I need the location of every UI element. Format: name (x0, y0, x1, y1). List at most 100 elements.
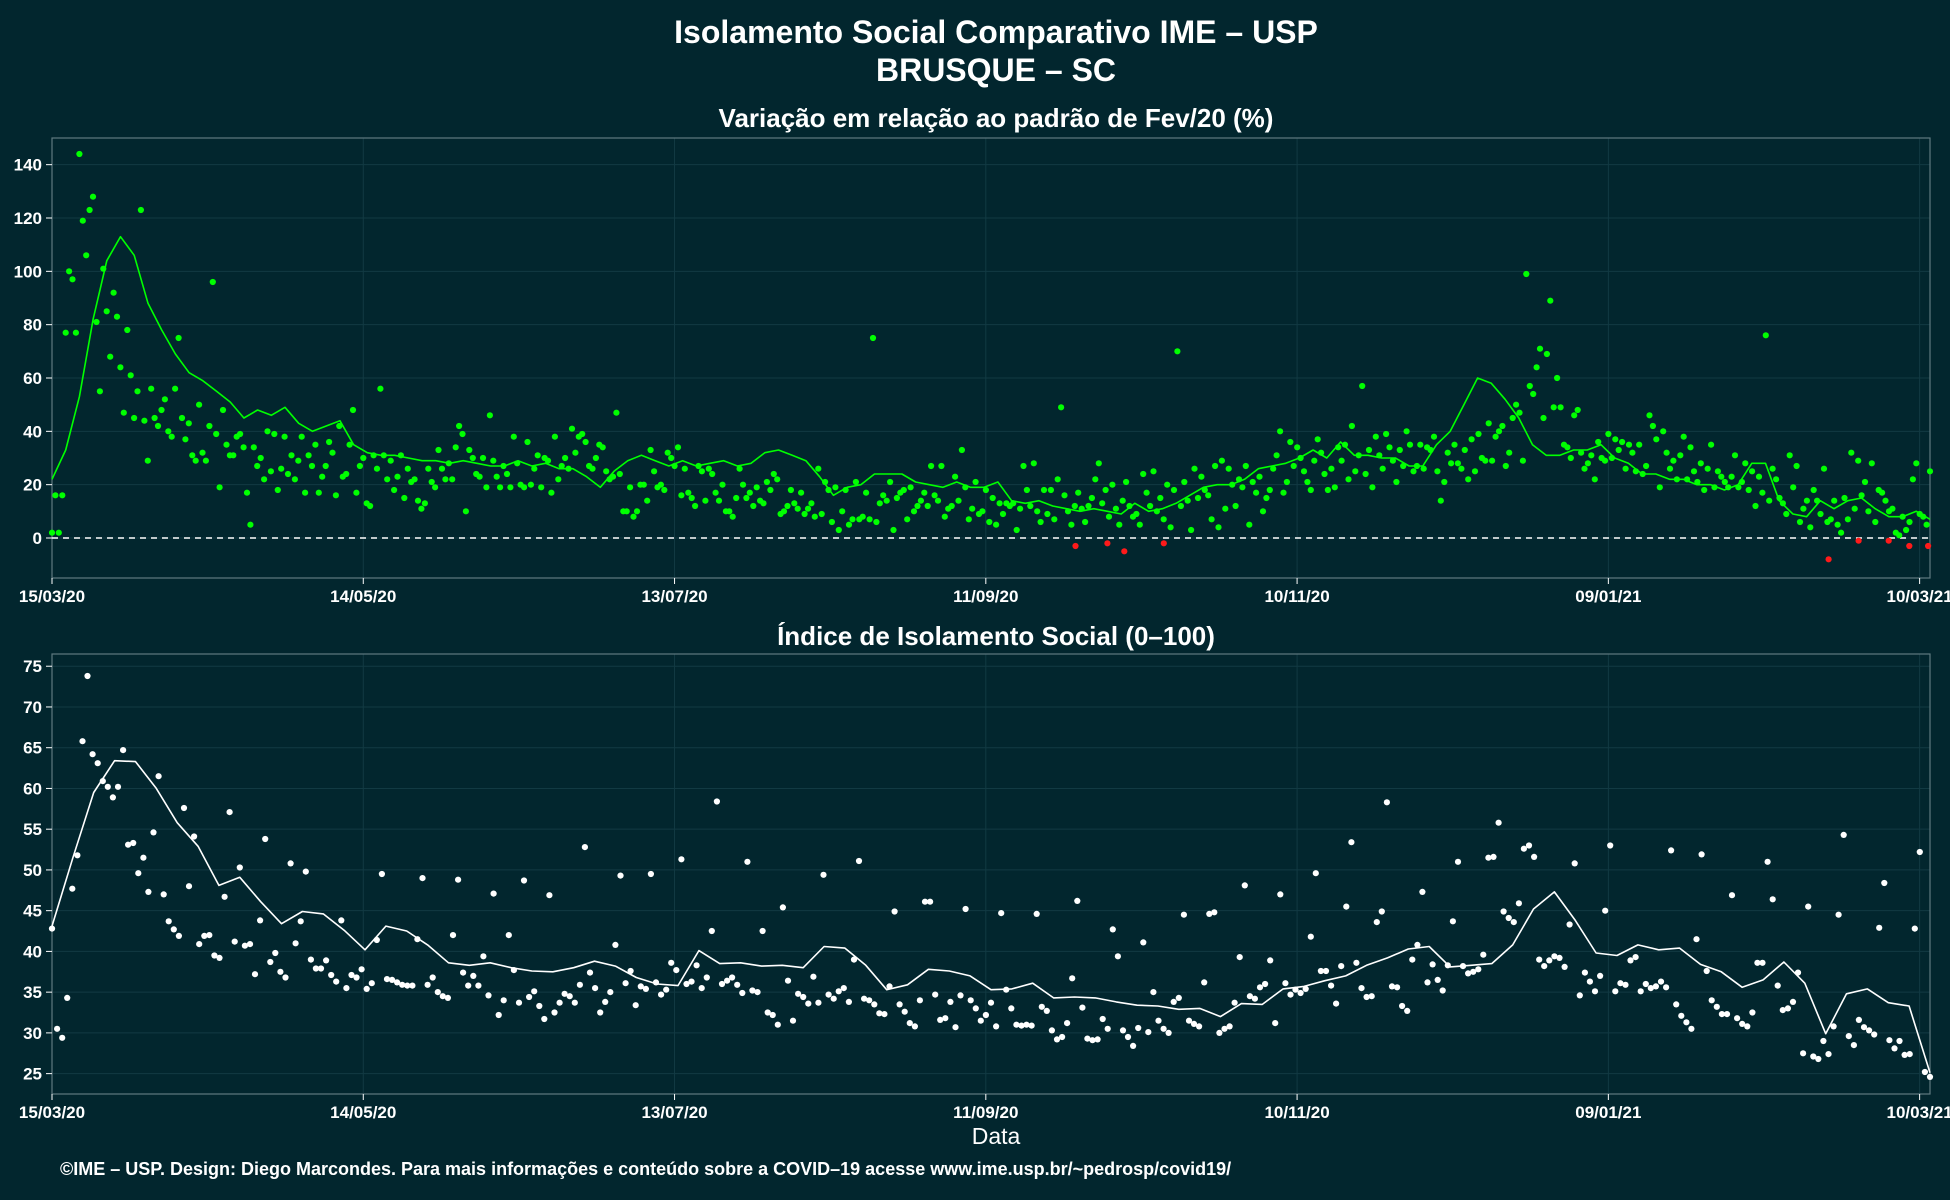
data-point (1273, 452, 1280, 459)
data-point (1636, 441, 1643, 448)
data-point (312, 441, 319, 448)
data-point (240, 444, 247, 451)
data-point (693, 962, 700, 969)
data-point (1619, 438, 1626, 446)
data-point (718, 980, 726, 988)
data-point (1221, 1025, 1228, 1032)
data-point (811, 513, 818, 520)
data-point (54, 1025, 61, 1032)
data-point (1515, 900, 1522, 907)
data-point (1495, 428, 1503, 435)
data-point (1789, 998, 1797, 1006)
x-tick-label: 13/07/20 (641, 1103, 707, 1122)
data-point (1516, 409, 1523, 416)
data-point (1687, 444, 1694, 451)
data-point (295, 457, 302, 464)
data-point (883, 497, 890, 504)
data-point (378, 870, 385, 878)
data-point (343, 985, 350, 992)
data-point (1923, 521, 1930, 528)
data-point (1280, 489, 1287, 496)
data-point (1926, 1073, 1934, 1080)
data-point (763, 478, 771, 486)
data-point (1038, 1003, 1045, 1010)
data-point (612, 941, 619, 949)
data-point (791, 500, 798, 507)
data-point (1348, 839, 1355, 846)
data-point (736, 465, 743, 472)
data-point (158, 406, 165, 414)
data-point (148, 385, 155, 392)
data-point (1406, 441, 1414, 448)
data-point (1338, 963, 1345, 970)
data-point (798, 489, 805, 496)
data-point (1492, 433, 1499, 440)
data-point (678, 492, 685, 499)
data-point (1393, 478, 1400, 486)
data-point (1126, 502, 1133, 510)
data-point (120, 409, 127, 416)
x-tick-label: 15/03/20 (19, 587, 85, 606)
data-point (404, 465, 411, 472)
data-point (230, 452, 237, 459)
data-point (1546, 957, 1553, 964)
data-point (1068, 521, 1075, 528)
data-point (579, 430, 586, 438)
data-point (1123, 478, 1130, 486)
data-point (1061, 492, 1068, 499)
data-point (551, 1009, 558, 1016)
data-point (419, 875, 426, 882)
data-point (1170, 486, 1178, 494)
data-point (500, 997, 507, 1004)
data-point (206, 422, 213, 430)
data-point (1810, 1053, 1817, 1060)
data-point (1557, 404, 1564, 411)
data-point (921, 489, 928, 496)
data-point (1739, 1020, 1746, 1027)
data-point (633, 508, 641, 515)
data-point (1571, 860, 1578, 867)
y-tick-label: 25 (23, 1065, 42, 1084)
data-point (1037, 518, 1044, 526)
data-point (175, 932, 182, 940)
data-point (391, 486, 398, 494)
data-point (845, 998, 853, 1006)
data-point (1383, 430, 1390, 438)
figure-subtitle: BRUSQUE – SC (876, 52, 1116, 88)
data-point (459, 430, 466, 438)
y-tick-label: 140 (14, 156, 42, 175)
data-point (1099, 500, 1106, 507)
data-point (428, 478, 435, 486)
data-point (1752, 502, 1759, 510)
data-point (754, 989, 761, 996)
data-point (307, 956, 314, 963)
data-point (1860, 1024, 1868, 1031)
data-point (1855, 537, 1862, 544)
data-point (367, 502, 374, 510)
data-point (640, 481, 647, 488)
data-point (257, 917, 264, 924)
data-point (1872, 518, 1879, 526)
data-point (1871, 1031, 1878, 1038)
data-point (1721, 478, 1728, 486)
data-point (1773, 476, 1780, 483)
data-point (592, 985, 599, 992)
data-point (1119, 1027, 1127, 1034)
data-point (1482, 457, 1489, 464)
data-point (1196, 1023, 1203, 1030)
data-point (1652, 983, 1659, 990)
data-point (246, 941, 254, 948)
data-point (906, 1020, 913, 1027)
data-point (151, 414, 158, 422)
data-point (750, 502, 757, 510)
data-point (890, 526, 897, 534)
data-point (948, 502, 955, 510)
data-point (336, 422, 343, 430)
top-panel: 15/03/20 14/05/20 13/07/20 11/09/20 10/11/20… (14, 137, 1950, 606)
data-point (261, 476, 268, 483)
data-point (180, 804, 188, 812)
data-point (1089, 1037, 1096, 1044)
data-point (1584, 460, 1591, 467)
y-tick-label: 45 (23, 902, 42, 921)
data-point (642, 985, 650, 993)
